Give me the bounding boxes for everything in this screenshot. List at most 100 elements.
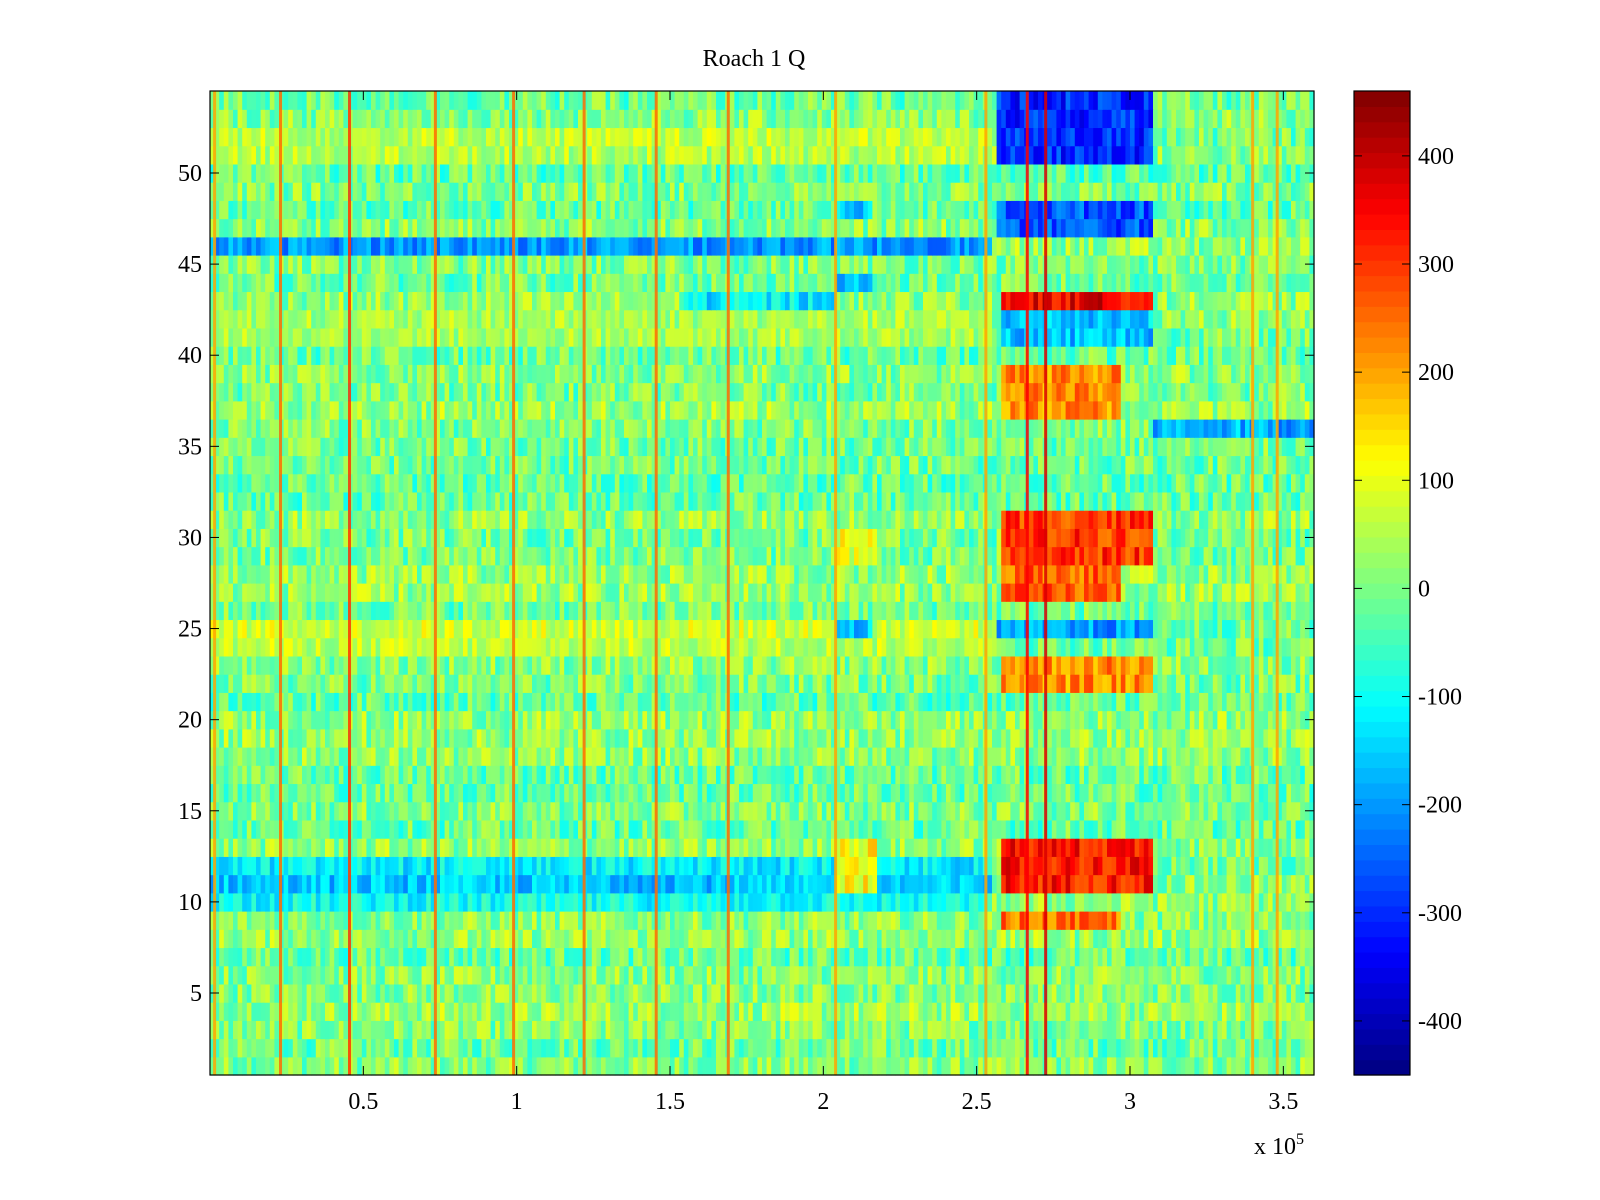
heatmap-cell: [881, 874, 887, 894]
heatmap-cell: [458, 692, 464, 712]
heatmap-cell: [274, 1038, 280, 1058]
heatmap-cell: [647, 1020, 653, 1040]
heatmap-cell: [1010, 983, 1016, 1003]
heatmap-cell: [775, 929, 781, 949]
heatmap-cell: [536, 692, 542, 712]
heatmap-cell: [283, 1056, 289, 1076]
heatmap-cell: [274, 911, 280, 930]
heatmap-cell: [458, 747, 464, 766]
heatmap-cell: [1194, 1002, 1200, 1021]
heatmap-cell: [826, 929, 832, 949]
heatmap-cell: [283, 965, 289, 985]
heatmap-cell: [256, 874, 262, 894]
heatmap-cell: [762, 856, 768, 876]
heatmap-cell: [444, 819, 450, 839]
heatmap-cell: [987, 819, 993, 839]
heatmap-cell: [969, 1020, 975, 1040]
heatmap-cell: [1079, 728, 1085, 748]
heatmap-cell: [1005, 765, 1011, 785]
heatmap-cell: [904, 1038, 910, 1058]
heatmap-cell: [1185, 819, 1191, 839]
heatmap-cell: [1254, 1038, 1260, 1058]
heatmap-cell: [1171, 947, 1177, 967]
heatmap-cell: [996, 892, 1002, 912]
heatmap-cell: [495, 728, 501, 748]
heatmap-cell: [1001, 947, 1007, 967]
heatmap-cell: [1093, 710, 1099, 730]
heatmap-cell: [895, 783, 901, 803]
heatmap-cell: [679, 765, 685, 785]
heatmap-cell: [771, 692, 777, 712]
heatmap-cell: [541, 965, 547, 985]
heatmap-cell: [1153, 965, 1159, 985]
heatmap-cell: [637, 1038, 643, 1058]
heatmap-cell: [1203, 801, 1209, 821]
heatmap-cell: [1300, 965, 1306, 985]
heatmap-cell: [1212, 965, 1218, 985]
heatmap-cell: [1304, 856, 1310, 876]
heatmap-cell: [407, 1020, 413, 1040]
heatmap-cell: [545, 983, 551, 1003]
heatmap-cell: [1231, 1056, 1237, 1076]
heatmap-cell: [320, 965, 326, 985]
heatmap-cell: [946, 874, 952, 894]
heatmap-cell: [1125, 765, 1131, 785]
heatmap-cell: [449, 1038, 455, 1058]
heatmap-cell: [463, 892, 469, 912]
heatmap-cell: [315, 1002, 321, 1021]
heatmap-cell: [1038, 728, 1044, 748]
heatmap-cell: [624, 947, 630, 967]
heatmap-cell: [973, 783, 979, 803]
heatmap-cell: [1281, 947, 1287, 967]
heatmap-cell: [711, 892, 717, 912]
heatmap-cell: [1148, 892, 1154, 912]
heatmap-cell: [412, 765, 418, 785]
heatmap-cell: [357, 1056, 363, 1076]
heatmap-cell: [973, 765, 979, 785]
heatmap-cell: [872, 1056, 878, 1076]
heatmap-cell: [1065, 983, 1071, 1003]
heatmap-cell: [1185, 783, 1191, 803]
heatmap-cell: [1254, 874, 1260, 894]
heatmap-cell: [559, 692, 565, 712]
heatmap-cell: [1038, 983, 1044, 1003]
heatmap-cell: [380, 1020, 386, 1040]
heatmap-cell: [237, 1020, 243, 1040]
heatmap-cell: [228, 947, 234, 967]
heatmap-cell: [826, 692, 832, 712]
heatmap-cell: [619, 965, 625, 985]
heatmap-cell: [578, 783, 584, 803]
heatmap-cell: [858, 819, 864, 839]
heatmap-cell: [936, 1020, 942, 1040]
heatmap-cell: [660, 892, 666, 912]
heatmap-cell: [522, 911, 528, 930]
heatmap-cell: [269, 965, 275, 985]
heatmap-cell: [969, 838, 975, 857]
heatmap-cell: [1231, 1038, 1237, 1058]
heatmap-cell: [601, 929, 607, 949]
heatmap-cell: [895, 728, 901, 748]
heatmap-cell: [913, 1002, 919, 1021]
heatmap-cell: [1051, 1020, 1057, 1040]
heatmap-cell: [904, 747, 910, 766]
heatmap-cell: [564, 692, 570, 712]
heatmap-cell: [628, 801, 634, 821]
heatmap-cell: [1222, 710, 1228, 730]
heatmap-cell: [578, 965, 584, 985]
heatmap-cell: [683, 874, 689, 894]
heatmap-cell: [932, 838, 938, 857]
heatmap-cell: [734, 965, 740, 985]
heatmap-cell: [748, 1038, 754, 1058]
heatmap-cell: [803, 1038, 809, 1058]
heatmap-cell: [380, 1038, 386, 1058]
heatmap-cell: [895, 965, 901, 985]
heatmap-cell: [1199, 728, 1205, 748]
heatmap-cell: [463, 1056, 469, 1076]
heatmap-cell: [210, 947, 216, 967]
heatmap-cell: [711, 874, 717, 894]
heatmap-cell: [817, 728, 823, 748]
heatmap-cell: [794, 1038, 800, 1058]
heatmap-cell: [1148, 929, 1154, 949]
heatmap-cell: [1208, 819, 1214, 839]
heatmap-cell: [909, 728, 915, 748]
